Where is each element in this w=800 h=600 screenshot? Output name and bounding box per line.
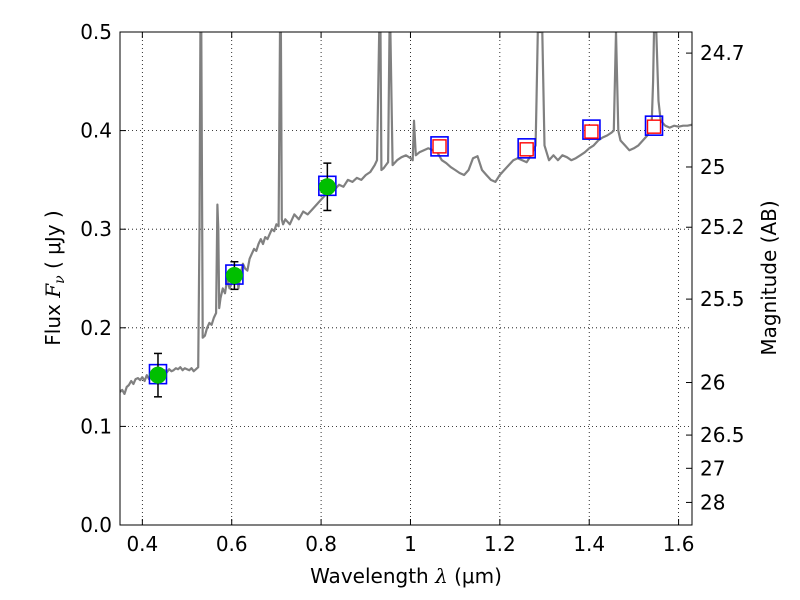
model-flux-square (644, 115, 664, 136)
y2-tick-label: 28 (700, 490, 725, 514)
photometry-layer (148, 115, 664, 398)
axis-ticks: 0.4 0.6 0.8 1 1.2 1.4 1.6 0.0 0.1 0.2 0.3 0.4 0.5 24.… (80, 20, 744, 556)
x-tick-label: 1.2 (484, 532, 516, 556)
observed-flux-point (149, 366, 167, 384)
x-tick-label: 1.4 (573, 532, 605, 556)
x-tick-label: 0.6 (216, 532, 248, 556)
x-tick-label: 0.8 (305, 532, 337, 556)
y2-tick-label: 27 (700, 456, 725, 480)
y2-tick-label: 24.7 (700, 41, 745, 65)
x-tick-label: 0.4 (126, 532, 158, 556)
model-flux-square (582, 119, 601, 140)
model-flux-square (517, 138, 536, 159)
y-tick-label: 0.3 (80, 217, 112, 241)
y2-tick-label: 25.5 (700, 287, 745, 311)
x-tick-label: 1.6 (663, 532, 695, 556)
y-tick-label: 0.0 (80, 513, 112, 537)
observed-flux-point (318, 178, 336, 196)
spectrum-layer (120, 32, 692, 395)
spectrum-line (120, 32, 692, 395)
y2-tick-label: 25 (700, 155, 725, 179)
y2-tick-label: 26 (700, 371, 725, 395)
x-axis-label: Wavelength λ (μm) (310, 564, 502, 588)
y-tick-label: 0.2 (80, 316, 112, 340)
y2-tick-label: 25.2 (700, 215, 745, 239)
predicted-flux-square (519, 142, 534, 157)
grid-lines (120, 31, 692, 526)
observed-flux-point (225, 267, 243, 285)
model-flux-square (430, 136, 449, 157)
y-axis-label: Flux Fν ( μJy ) (41, 210, 68, 345)
predicted-flux-square (584, 124, 599, 139)
y2-tick-label: 26.5 (700, 423, 745, 447)
x-tick-label: 1 (404, 532, 417, 556)
y-tick-label: 0.1 (80, 414, 112, 438)
y-tick-label: 0.4 (80, 119, 112, 143)
predicted-flux-square (432, 139, 447, 154)
predicted-flux-square (646, 119, 662, 134)
y2-axis-label: Magnitude (AB) (757, 200, 781, 355)
y-tick-label: 0.5 (80, 20, 112, 44)
plot-frame (119, 31, 693, 526)
